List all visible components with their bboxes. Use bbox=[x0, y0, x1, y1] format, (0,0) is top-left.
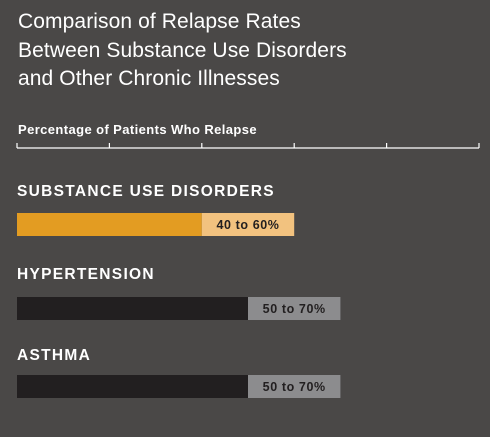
chart-title: Comparison of Relapse Rates Between Subs… bbox=[18, 8, 347, 94]
bar-base bbox=[17, 297, 248, 320]
chart-title-line: and Other Chronic Illnesses bbox=[18, 67, 280, 90]
category-label: ASTHMA bbox=[17, 347, 92, 364]
axis-scale bbox=[16, 143, 480, 149]
axis-label: Percentage of Patients Who Relapse bbox=[18, 122, 257, 137]
category-label: HYPERTENSION bbox=[17, 266, 155, 283]
category-label: SUBSTANCE USE DISORDERS bbox=[17, 183, 275, 200]
bar-base bbox=[17, 375, 248, 398]
data-label: 40 to 60% bbox=[216, 218, 279, 232]
bar-base bbox=[17, 213, 202, 236]
bar-range bbox=[201, 213, 295, 236]
bar-range bbox=[248, 375, 341, 398]
data-label: 50 to 70% bbox=[263, 380, 326, 394]
data-label: 50 to 70% bbox=[263, 302, 326, 316]
chart-title-line: Between Substance Use Disorders bbox=[18, 38, 347, 62]
chart-title-line: Comparison of Relapse Rates bbox=[18, 10, 301, 33]
bar-range bbox=[248, 297, 341, 320]
